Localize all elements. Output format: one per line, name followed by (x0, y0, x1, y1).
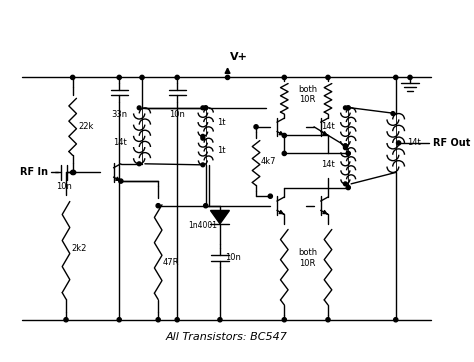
Circle shape (344, 182, 347, 186)
Text: 14t: 14t (407, 139, 421, 147)
Circle shape (71, 75, 75, 80)
Circle shape (282, 75, 286, 80)
Circle shape (254, 125, 258, 129)
Text: RF In: RF In (20, 168, 48, 177)
Text: 4k7: 4k7 (261, 157, 276, 167)
Circle shape (391, 111, 395, 115)
Circle shape (204, 106, 208, 110)
Circle shape (71, 171, 75, 174)
Circle shape (326, 75, 330, 80)
Circle shape (408, 75, 412, 80)
Circle shape (326, 317, 330, 322)
Circle shape (282, 133, 286, 138)
Circle shape (175, 75, 179, 80)
Text: 33n: 33n (111, 110, 128, 119)
Circle shape (175, 317, 179, 322)
Circle shape (218, 317, 222, 322)
Circle shape (119, 179, 123, 183)
Circle shape (201, 134, 205, 138)
Circle shape (394, 317, 398, 322)
Circle shape (394, 75, 398, 80)
Text: All Transistors: BC547: All Transistors: BC547 (166, 332, 288, 342)
Text: 10n: 10n (225, 253, 241, 262)
Text: 2k2: 2k2 (72, 244, 87, 253)
Circle shape (344, 146, 347, 150)
Circle shape (226, 75, 229, 80)
Circle shape (346, 185, 350, 190)
Text: 1n4001: 1n4001 (188, 221, 217, 230)
Circle shape (72, 171, 76, 174)
Circle shape (344, 144, 347, 148)
Circle shape (201, 106, 205, 110)
Text: 47R: 47R (163, 258, 180, 267)
Circle shape (344, 144, 347, 148)
Circle shape (282, 317, 286, 322)
Circle shape (397, 141, 401, 145)
Text: RF Out: RF Out (433, 138, 470, 148)
Text: 22k: 22k (78, 122, 94, 131)
Circle shape (268, 194, 273, 198)
Circle shape (117, 75, 121, 80)
Circle shape (201, 136, 205, 140)
Polygon shape (210, 210, 229, 224)
Circle shape (64, 317, 68, 322)
Text: 1t: 1t (217, 146, 226, 155)
Circle shape (346, 106, 350, 110)
Circle shape (156, 317, 160, 322)
Text: 1t: 1t (217, 118, 226, 127)
Text: 14t: 14t (113, 138, 127, 147)
Circle shape (201, 163, 205, 167)
Circle shape (344, 106, 347, 110)
Text: both
10R: both 10R (298, 85, 317, 104)
Circle shape (137, 106, 141, 110)
Text: 14t: 14t (321, 160, 335, 169)
Text: 10n: 10n (169, 110, 185, 119)
Circle shape (346, 151, 350, 156)
Circle shape (156, 203, 160, 208)
Circle shape (117, 317, 121, 322)
Text: V+: V+ (230, 52, 248, 62)
Circle shape (137, 162, 141, 166)
Circle shape (204, 203, 208, 208)
Text: 14t: 14t (321, 122, 335, 131)
Text: 10n: 10n (56, 182, 72, 191)
Circle shape (282, 151, 286, 156)
Circle shape (140, 75, 144, 80)
Text: both
10R: both 10R (298, 248, 317, 268)
